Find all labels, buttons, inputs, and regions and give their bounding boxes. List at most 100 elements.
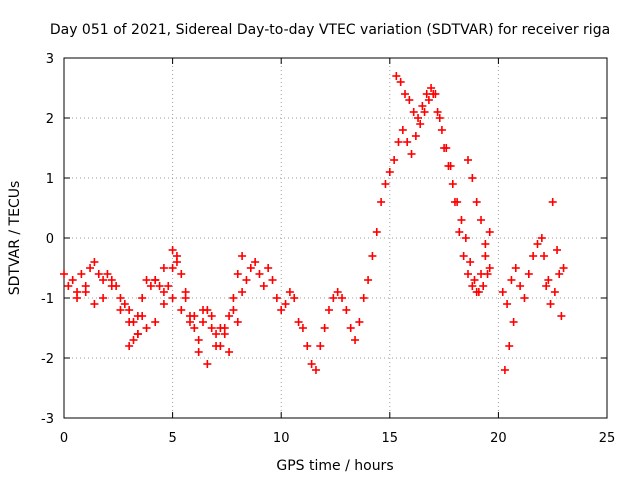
data-point: [455, 228, 464, 236]
data-point: [64, 282, 73, 290]
data-point: [437, 126, 446, 134]
data-point: [479, 282, 488, 290]
data-point: [151, 318, 160, 326]
data-point: [107, 282, 116, 290]
y-axis-label: SDTVAR / TECUs: [7, 181, 23, 296]
data-point: [403, 138, 412, 146]
data-point: [481, 252, 490, 260]
data-point: [359, 294, 368, 302]
x-tick-label: 25: [599, 431, 616, 446]
data-point: [355, 318, 364, 326]
data-point: [468, 282, 477, 290]
data-point: [116, 306, 125, 314]
data-point: [372, 228, 381, 236]
data-point: [229, 294, 238, 302]
data-point: [364, 276, 373, 284]
data-point: [277, 306, 286, 314]
data-point: [138, 294, 147, 302]
data-point: [264, 264, 273, 272]
data-point: [159, 300, 168, 308]
data-point: [194, 348, 203, 356]
data-point: [420, 108, 429, 116]
data-point: [229, 306, 238, 314]
data-point: [207, 312, 216, 320]
data-point: [225, 312, 234, 320]
data-point: [316, 342, 325, 350]
data-point: [116, 294, 125, 302]
data-point: [129, 336, 138, 344]
data-point: [342, 306, 351, 314]
data-point: [185, 318, 194, 326]
data-point: [199, 318, 208, 326]
data-point: [553, 246, 562, 254]
data-point: [346, 324, 355, 332]
data-point: [377, 198, 386, 206]
x-tick-label: 0: [60, 431, 68, 446]
data-point: [385, 168, 394, 176]
data-point: [516, 282, 525, 290]
data-point: [142, 324, 151, 332]
data-point: [251, 258, 260, 266]
data-point: [459, 252, 468, 260]
data-point: [212, 330, 221, 338]
data-point: [225, 348, 234, 356]
data-point: [151, 276, 160, 284]
data-point: [120, 300, 129, 308]
data-point: [548, 198, 557, 206]
data-point: [294, 318, 303, 326]
data-point: [190, 312, 199, 320]
data-point: [199, 306, 208, 314]
data-point: [351, 336, 360, 344]
data-point: [555, 270, 564, 278]
x-tick-label: 20: [490, 431, 507, 446]
data-point: [99, 276, 108, 284]
data-point: [207, 324, 216, 332]
data-point: [481, 240, 490, 248]
data-point: [537, 234, 546, 242]
data-point: [81, 288, 90, 296]
data-point: [238, 252, 247, 260]
data-point: [463, 156, 472, 164]
data-point: [138, 312, 147, 320]
data-point: [427, 84, 436, 92]
data-point: [422, 90, 431, 98]
data-point: [524, 270, 533, 278]
data-point: [509, 318, 518, 326]
data-point: [544, 276, 553, 284]
data-point: [242, 276, 251, 284]
data-point: [103, 270, 112, 278]
data-point: [285, 288, 294, 296]
data-point: [466, 258, 475, 266]
data-point: [435, 114, 444, 122]
data-point: [133, 330, 142, 338]
data-point: [272, 294, 281, 302]
data-point: [311, 366, 320, 374]
data-point: [298, 324, 307, 332]
data-point: [390, 156, 399, 164]
data-point: [468, 174, 477, 182]
data-point: [396, 78, 405, 86]
data-point: [303, 342, 312, 350]
data-marks: [60, 72, 568, 374]
data-point: [559, 264, 568, 272]
y-tick-label: 3: [46, 52, 54, 67]
data-point: [542, 282, 551, 290]
data-point: [448, 180, 457, 188]
data-point: [511, 264, 520, 272]
chart-title: Day 051 of 2021, Sidereal Day-to-day VTE…: [50, 22, 610, 38]
data-point: [507, 276, 516, 284]
data-point: [457, 216, 466, 224]
data-point: [424, 96, 433, 104]
data-point: [498, 288, 507, 296]
data-point: [333, 288, 342, 296]
data-point: [503, 300, 512, 308]
data-point: [203, 360, 212, 368]
data-point: [533, 240, 542, 248]
data-point: [394, 138, 403, 146]
data-point: [94, 270, 103, 278]
data-point: [125, 306, 134, 314]
data-point: [483, 270, 492, 278]
data-point: [233, 270, 242, 278]
data-point: [233, 318, 242, 326]
